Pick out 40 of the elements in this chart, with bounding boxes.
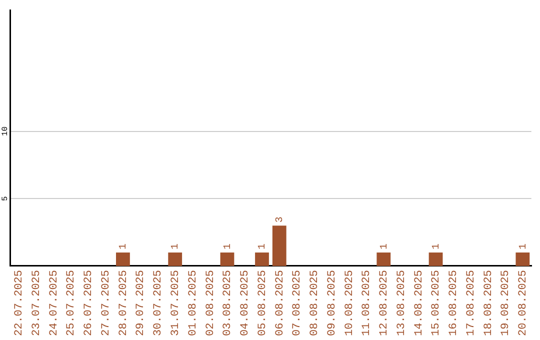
x-tick-label: 29.07.2025: [135, 270, 148, 336]
data-label: 1: [379, 244, 390, 250]
x-tick-label: 01.08.2025: [187, 270, 200, 336]
x-tick-label: 12.08.2025: [378, 270, 391, 336]
x-tick-label: 10.08.2025: [344, 270, 356, 336]
x-tick-label: 22.07.2025: [14, 270, 26, 336]
data-label: 3: [275, 216, 286, 223]
data-label: 1: [118, 244, 130, 250]
x-tick-label: 18.08.2025: [482, 270, 495, 336]
x-tick-label: 30.07.2025: [152, 270, 165, 336]
x-tick-label: 11.08.2025: [361, 270, 374, 336]
x-tick-label: 02.08.2025: [204, 270, 217, 336]
x-tick-label: 13.08.2025: [396, 270, 408, 336]
x-tick-label: 19.08.2025: [500, 270, 512, 336]
x-tick-label: 08.08.2025: [309, 270, 322, 336]
x-tick-label: 24.07.2025: [48, 270, 60, 336]
x-tick-label: 09.08.2025: [326, 270, 338, 336]
x-tick-label: 27.07.2025: [100, 270, 112, 336]
x-tick-label: 07.08.2025: [292, 270, 304, 336]
x-tick-label: 25.07.2025: [66, 270, 78, 336]
y-tick-label: 5: [1, 196, 10, 202]
data-label: 1: [170, 244, 182, 250]
x-tick-label: 03.08.2025: [222, 270, 234, 336]
x-tick-label: 16.08.2025: [448, 270, 460, 336]
x-tick-label: 20.08.2025: [518, 270, 530, 336]
x-tick-label: 17.08.2025: [465, 270, 478, 336]
data-label: 1: [258, 244, 269, 250]
x-tick-label: 23.07.2025: [30, 270, 43, 336]
x-tick-label: 15.08.2025: [430, 270, 443, 336]
data-label: 1: [222, 244, 234, 250]
x-tick-label: 28.07.2025: [118, 270, 130, 336]
x-tick-label: 14.08.2025: [413, 270, 426, 336]
x-tick-label: 05.08.2025: [256, 270, 269, 336]
x-tick-label: 26.07.2025: [83, 270, 96, 336]
x-tick-label: 04.08.2025: [240, 270, 252, 336]
x-tick-label: 31.07.2025: [170, 270, 182, 336]
x-tick-label: 06.08.2025: [274, 270, 286, 336]
data-label: 1: [518, 244, 530, 250]
data-label: 1: [431, 244, 442, 250]
y-tick-label: 10: [1, 126, 10, 136]
